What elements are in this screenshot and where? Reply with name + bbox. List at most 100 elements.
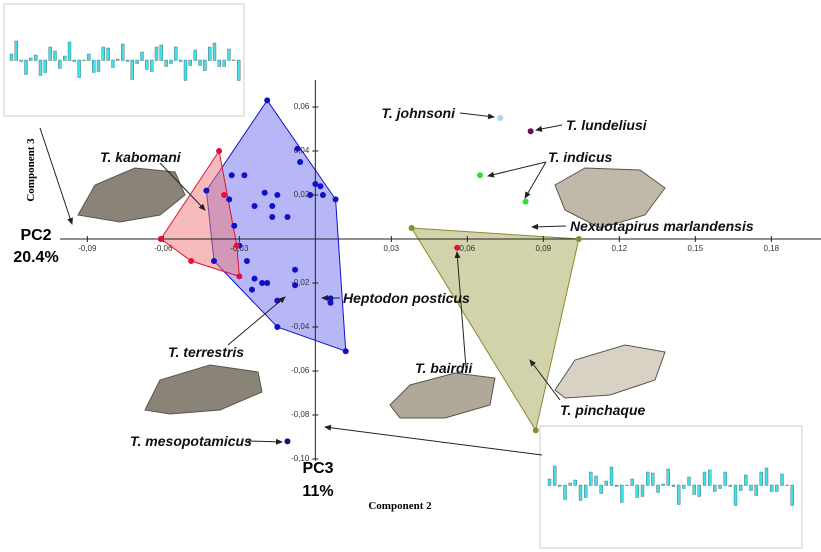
inset-bar xyxy=(749,484,753,491)
data-point xyxy=(249,286,255,293)
y-tick-label: 0,06 xyxy=(294,102,310,111)
inset-bar xyxy=(183,59,188,81)
data-point xyxy=(522,198,529,205)
inset-bar xyxy=(547,478,552,486)
inset-bar xyxy=(635,484,639,498)
inset-bar xyxy=(718,484,722,489)
arrow xyxy=(39,127,73,225)
inset-bar xyxy=(723,471,727,486)
inset-bar xyxy=(111,59,115,68)
arrow xyxy=(487,161,547,178)
inset-bar xyxy=(646,471,650,486)
inset-bar xyxy=(227,48,231,61)
data-point xyxy=(261,189,268,196)
inset-bar xyxy=(14,40,18,61)
inset-bar xyxy=(677,484,681,505)
inset-bar xyxy=(67,41,72,61)
pc-label: PC2 xyxy=(20,227,51,244)
data-point xyxy=(292,266,299,273)
annotation: T. mesopotamicus xyxy=(130,433,252,449)
skull-image xyxy=(389,372,496,419)
x-tick-label: 0,09 xyxy=(536,244,552,253)
inset-bar xyxy=(770,484,774,492)
data-point xyxy=(297,159,304,165)
inset-bar xyxy=(77,59,81,78)
inset-bar xyxy=(82,59,86,61)
data-point xyxy=(231,222,238,229)
inset-bar xyxy=(188,59,192,66)
data-point xyxy=(532,427,539,434)
inset-bar xyxy=(578,484,583,501)
inset-bar xyxy=(708,469,712,486)
pc-variance: 11% xyxy=(302,483,333,500)
x-axis-label: Component 2 xyxy=(368,500,432,512)
inset-bar xyxy=(38,59,43,76)
inset-bar xyxy=(208,46,212,61)
data-point xyxy=(269,203,276,209)
x-tick-label: 0,15 xyxy=(688,244,704,253)
arrow xyxy=(529,359,561,401)
annotation: T. bairdii xyxy=(415,360,473,376)
data-point xyxy=(236,273,243,280)
inset-bar xyxy=(754,484,758,496)
inset-charts xyxy=(3,3,803,549)
inset-bar xyxy=(661,483,665,486)
inset-bar xyxy=(609,466,614,486)
convex-hull xyxy=(410,227,580,432)
annotation: T. johnsoni xyxy=(381,105,456,121)
inset-bar xyxy=(19,59,23,62)
inset-bar xyxy=(697,484,701,497)
inset-bar xyxy=(759,471,763,486)
data-point xyxy=(294,145,301,152)
y-tick-label: 0,04 xyxy=(294,146,310,155)
arrow xyxy=(227,296,286,346)
inset-bar xyxy=(198,59,202,66)
pc-label: PC3 xyxy=(302,460,333,477)
inset-bar xyxy=(625,484,629,486)
annotation: Heptodon posticus xyxy=(343,290,470,306)
skull-image xyxy=(77,167,186,223)
inset-bar xyxy=(159,44,163,61)
inset-bar xyxy=(640,484,645,497)
data-point xyxy=(233,242,240,249)
inset-bar xyxy=(217,59,221,67)
inset-bar xyxy=(135,59,139,64)
data-point xyxy=(284,438,291,445)
inset-bar xyxy=(43,59,47,73)
inset-bar xyxy=(728,484,732,487)
data-point xyxy=(317,183,324,190)
inset-bar xyxy=(702,471,707,486)
data-point xyxy=(575,236,582,242)
x-tick-label: 0,12 xyxy=(612,244,628,253)
arrow xyxy=(454,251,467,369)
inset-bar xyxy=(594,475,598,486)
inset-bar xyxy=(630,478,634,486)
inset-bar xyxy=(193,49,197,61)
inset-frame xyxy=(539,425,803,549)
inset-bar xyxy=(604,480,608,486)
inset-bar xyxy=(232,59,236,61)
skull-image xyxy=(554,344,666,399)
arrow xyxy=(459,112,495,120)
data-point xyxy=(264,97,271,104)
arrow xyxy=(247,438,283,445)
inset-bar xyxy=(666,468,670,486)
inset-bar xyxy=(212,42,217,61)
inset-bar xyxy=(96,59,101,72)
inset-bar xyxy=(682,484,686,489)
inset-bar xyxy=(744,474,748,486)
y-tick-label: -0,06 xyxy=(291,366,310,375)
pc-variance: 20.4% xyxy=(13,249,58,266)
y-tick-label: -0,04 xyxy=(291,322,310,331)
data-point xyxy=(332,196,339,203)
y-tick-label: -0,10 xyxy=(291,454,310,463)
x-tick-label: -0,09 xyxy=(78,244,97,253)
inset-bar xyxy=(733,484,738,506)
inset-bar xyxy=(687,476,691,486)
inset-bar xyxy=(101,46,105,61)
inset-bar xyxy=(651,472,655,486)
inset-bar xyxy=(9,53,14,61)
data-point xyxy=(319,192,326,198)
inset-bar xyxy=(785,484,789,486)
data-point xyxy=(312,181,319,187)
